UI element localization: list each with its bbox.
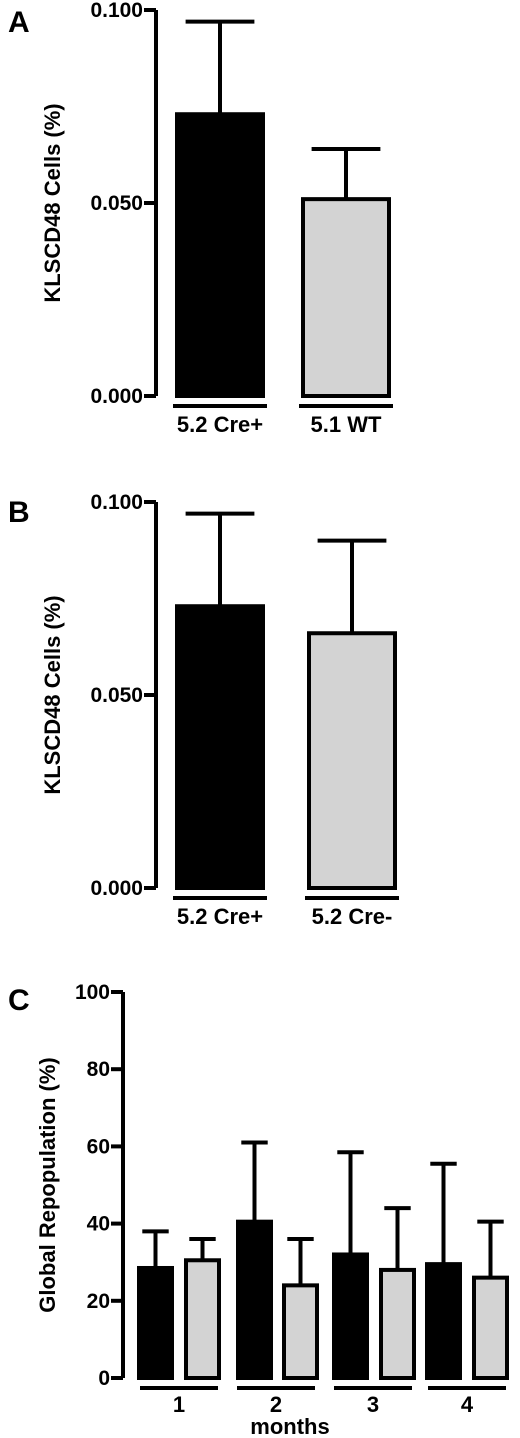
y-tick-label: 0: [98, 1367, 110, 1390]
y-tick-label: 0.100: [90, 491, 143, 514]
bar: [301, 197, 391, 398]
y-tick-label: 20: [87, 1290, 110, 1313]
panel-letter: B: [8, 496, 30, 529]
y-tick-label: 0.050: [90, 192, 143, 215]
bar: [282, 1283, 319, 1380]
panel-letter: C: [8, 984, 30, 1017]
x-category-label: 5.1 WT: [311, 412, 382, 437]
y-axis-label: Global Repopulation (%): [35, 1057, 60, 1312]
bar: [425, 1262, 462, 1381]
panel-b: B 0.000 0.050 0.100 KLSCD48 Cells (%) 5.2 Cre…: [8, 491, 399, 929]
y-tick-label: 100: [75, 981, 110, 1004]
x-category-label: 5.2 Cre+: [177, 904, 263, 929]
bar: [137, 1265, 174, 1380]
y-tick-label: 60: [87, 1135, 110, 1158]
x-category-label: 5.2 Cre-: [312, 904, 393, 929]
y-tick-label: 0.000: [90, 877, 143, 900]
bar: [236, 1219, 273, 1381]
x-category-label: 1: [173, 1392, 185, 1417]
panel-c: C 0 20 40 60 80 100 Global Repopulation (%) 1 2 3 4…: [8, 981, 509, 1438]
bar: [307, 631, 397, 890]
y-tick-label: 0.050: [90, 684, 143, 707]
x-category-label: 5.2 Cre+: [177, 412, 263, 437]
bar: [175, 604, 265, 890]
x-category-label: 2: [270, 1392, 282, 1417]
x-category-label: 3: [367, 1392, 379, 1417]
x-category-label: 4: [461, 1392, 474, 1417]
y-tick-label: 0.100: [90, 0, 143, 22]
bar: [175, 112, 265, 398]
y-tick-label: 80: [87, 1058, 110, 1081]
y-tick-label: 0.000: [90, 385, 143, 408]
bar: [184, 1258, 221, 1381]
y-axis-label: KLSCD48 Cells (%): [40, 103, 65, 302]
y-tick-label: 40: [87, 1213, 110, 1236]
bar: [472, 1275, 509, 1381]
x-axis-label: months: [250, 1414, 329, 1438]
panel-a: A 0.000 0.050 0.100 KLSCD48 Cells (%) 5.2 Cre…: [8, 0, 393, 437]
panel-letter: A: [8, 6, 30, 39]
bar: [379, 1267, 416, 1381]
bar: [332, 1252, 369, 1380]
y-axis-label: KLSCD48 Cells (%): [40, 595, 65, 794]
